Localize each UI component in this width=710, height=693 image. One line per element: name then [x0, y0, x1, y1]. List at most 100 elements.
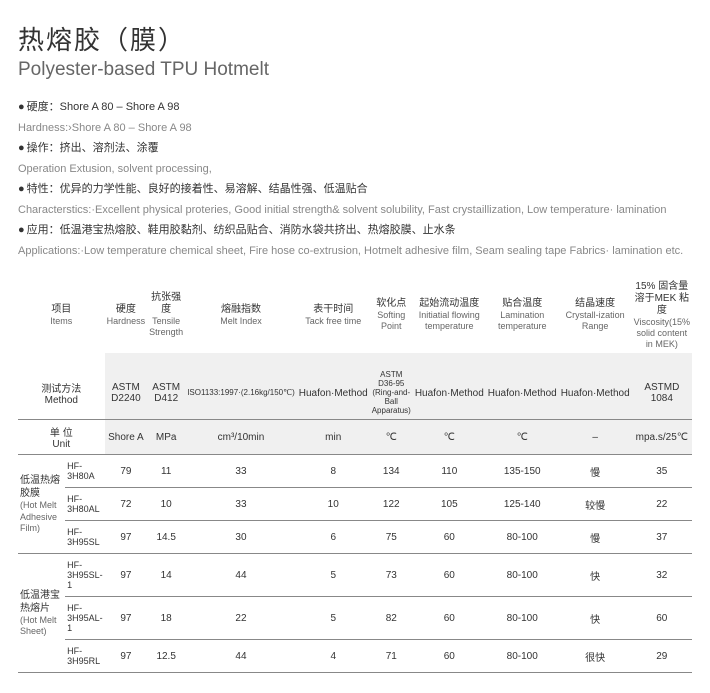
value-cell: 18	[147, 597, 185, 640]
col-header: 起始流动温度Initiatial flowing temperature	[413, 277, 486, 353]
value-cell: 122	[370, 488, 413, 521]
col-header: 15% 固含量溶于MEK 粘度Viscosity(15% solid conte…	[632, 277, 692, 353]
product-code: HF-3H80A	[65, 455, 105, 488]
prop-cn: 操作：挤出、溶剂法、涂覆	[18, 140, 692, 157]
value-cell: 44	[185, 640, 297, 673]
prop-en: Applications:·Low temperature chemical s…	[18, 243, 692, 260]
title-en: Polyester-based TPU Hotmelt	[18, 59, 692, 81]
unit-cell: –	[559, 420, 632, 455]
value-cell: 60	[413, 521, 486, 554]
unit-cell: MPa	[147, 420, 185, 455]
value-cell: 79	[105, 455, 148, 488]
method-cell: ASTM D412	[147, 367, 185, 419]
value-cell: 14	[147, 554, 185, 597]
unit-cell: Shore A	[105, 420, 148, 455]
product-code: HF-3H95AL-1	[65, 597, 105, 640]
value-cell: 快	[559, 554, 632, 597]
product-code: HF-3H80AL	[65, 488, 105, 521]
category-cell: 低温港宝热熔片(Hot Melt Sheet)	[18, 554, 65, 673]
product-code: HF-3H95SL	[65, 521, 105, 554]
value-cell: 10	[297, 488, 370, 521]
spec-table-wrap: 项目Items硬度Hardness抗张强度Tensile Strength熔融指…	[18, 277, 692, 673]
method-cell: ASTMD 1084	[632, 367, 692, 419]
value-cell: 慢	[559, 455, 632, 488]
shade-cell	[147, 353, 185, 367]
value-cell: 14.5	[147, 521, 185, 554]
value-cell: 135-150	[486, 455, 559, 488]
unit-cell: mpa.s/25℃	[632, 420, 692, 455]
unit-label: 单 位Unit	[18, 420, 105, 455]
value-cell: 32	[632, 554, 692, 597]
value-cell: 97	[105, 521, 148, 554]
value-cell: 5	[297, 554, 370, 597]
col-header: 硬度Hardness	[105, 277, 148, 353]
title-cn: 热熔胶（膜）	[18, 20, 692, 57]
col-header: 结晶速度Crystall-ization Range	[559, 277, 632, 353]
shade-cell	[632, 353, 692, 367]
value-cell: 12.5	[147, 640, 185, 673]
method-cell: Huafon·Method	[486, 367, 559, 419]
col-header: 项目Items	[18, 277, 105, 353]
unit-cell: ℃	[413, 420, 486, 455]
col-header: 抗张强度Tensile Strength	[147, 277, 185, 353]
value-cell: 33	[185, 455, 297, 488]
method-cell: Huafon·Method	[559, 367, 632, 419]
value-cell: 134	[370, 455, 413, 488]
value-cell: 22	[632, 488, 692, 521]
value-cell: 80-100	[486, 597, 559, 640]
value-cell: 6	[297, 521, 370, 554]
col-header: 熔融指数Melt Index	[185, 277, 297, 353]
value-cell: 80-100	[486, 640, 559, 673]
unit-cell: ℃	[370, 420, 413, 455]
value-cell: 29	[632, 640, 692, 673]
value-cell: 44	[185, 554, 297, 597]
value-cell: 105	[413, 488, 486, 521]
method-label: 测试方法Method	[18, 367, 105, 419]
shade-cell	[185, 353, 297, 367]
method-cell: Huafon·Method	[297, 367, 370, 419]
value-cell: 4	[297, 640, 370, 673]
value-cell: 97	[105, 640, 148, 673]
value-cell: 5	[297, 597, 370, 640]
method-cell: ISO1133:1997·(2.16kg/150℃)	[185, 367, 297, 419]
value-cell: 73	[370, 554, 413, 597]
value-cell: 71	[370, 640, 413, 673]
value-cell: 较慢	[559, 488, 632, 521]
prop-en: Characterstics:·Excellent physical prote…	[18, 202, 692, 219]
value-cell: 35	[632, 455, 692, 488]
value-cell: 60	[413, 554, 486, 597]
value-cell: 97	[105, 554, 148, 597]
shade-cell	[413, 353, 486, 367]
value-cell: 10	[147, 488, 185, 521]
value-cell: 97	[105, 597, 148, 640]
value-cell: 8	[297, 455, 370, 488]
spec-table: 项目Items硬度Hardness抗张强度Tensile Strength熔融指…	[18, 277, 692, 673]
shade-cell	[105, 353, 148, 367]
value-cell: 110	[413, 455, 486, 488]
col-header: 贴合温度Lamination temperature	[486, 277, 559, 353]
shade-cell	[486, 353, 559, 367]
value-cell: 60	[413, 640, 486, 673]
method-cell: ASTM D2240	[105, 367, 148, 419]
value-cell: 22	[185, 597, 297, 640]
prop-en: Hardness:›Shore A 80 – Shore A 98	[18, 120, 692, 137]
col-header: 表干时间Tack free time	[297, 277, 370, 353]
category-cell: 低温热熔胶膜(Hot Melt Adhesive Film)	[18, 455, 65, 554]
value-cell: 60	[413, 597, 486, 640]
prop-cn: 应用：低温港宝热熔胶、鞋用胶黏剂、纺织品贴合、消防水袋共挤出、热熔胶膜、止水条	[18, 222, 692, 239]
value-cell: 82	[370, 597, 413, 640]
product-code: HF-3H95RL	[65, 640, 105, 673]
prop-en: Operation Extusion, solvent processing,	[18, 161, 692, 178]
unit-cell: cm³/10min	[185, 420, 297, 455]
value-cell: 60	[632, 597, 692, 640]
unit-cell: ℃	[486, 420, 559, 455]
shade-cell	[370, 353, 413, 367]
value-cell: 80-100	[486, 554, 559, 597]
value-cell: 30	[185, 521, 297, 554]
method-cell: ASTM D36-95 (Ring-and-Ball Apparatus)	[370, 367, 413, 419]
product-code: HF-3H95SL-1	[65, 554, 105, 597]
prop-cn: 硬度：Shore A 80 – Shore A 98	[18, 99, 692, 116]
value-cell: 很快	[559, 640, 632, 673]
value-cell: 快	[559, 597, 632, 640]
prop-cn: 特性：优异的力学性能、良好的接着性、易溶解、结晶性强、低温贴合	[18, 181, 692, 198]
